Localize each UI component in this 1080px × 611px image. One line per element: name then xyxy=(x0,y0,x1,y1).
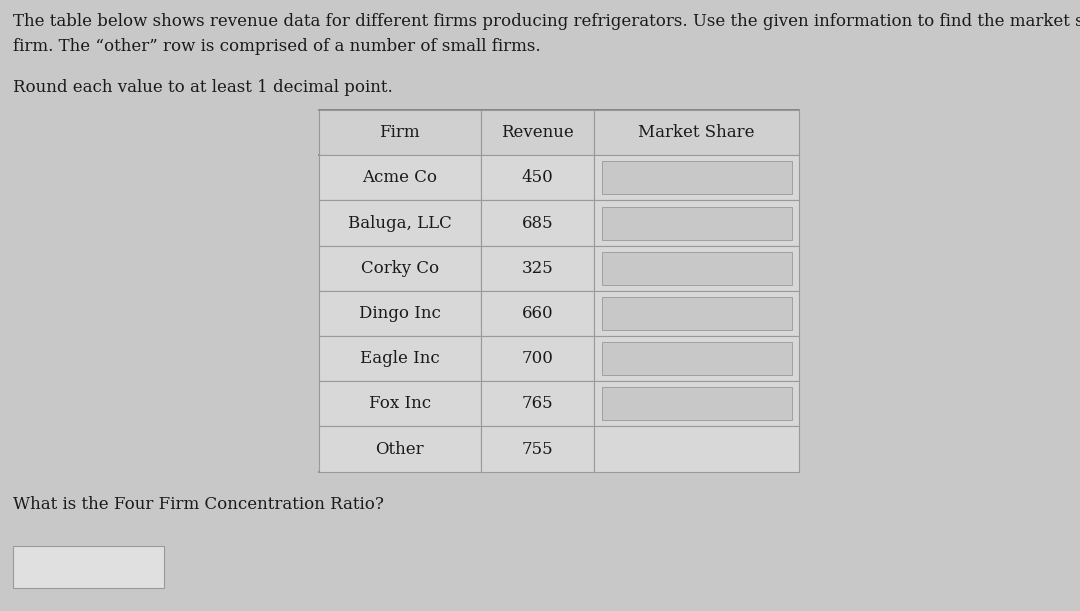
Text: What is the Four Firm Concentration Ratio?: What is the Four Firm Concentration Rati… xyxy=(13,496,383,513)
Text: 660: 660 xyxy=(522,305,553,322)
Text: Fox Inc: Fox Inc xyxy=(368,395,431,412)
Text: Acme Co: Acme Co xyxy=(362,169,437,186)
Text: Market Share: Market Share xyxy=(638,124,755,141)
Text: Eagle Inc: Eagle Inc xyxy=(360,350,440,367)
Text: 700: 700 xyxy=(522,350,553,367)
Text: firm. The “other” row is comprised of a number of small firms.: firm. The “other” row is comprised of a … xyxy=(13,38,541,55)
Text: Baluga, LLC: Baluga, LLC xyxy=(348,214,451,232)
Text: Dingo Inc: Dingo Inc xyxy=(359,305,441,322)
Text: Round each value to at least 1 decimal point.: Round each value to at least 1 decimal p… xyxy=(13,79,393,97)
Text: 450: 450 xyxy=(522,169,553,186)
Text: Revenue: Revenue xyxy=(501,124,573,141)
Text: The table below shows revenue data for different firms producing refrigerators. : The table below shows revenue data for d… xyxy=(13,13,1080,31)
Text: Other: Other xyxy=(375,441,424,458)
Text: 685: 685 xyxy=(522,214,553,232)
Text: 325: 325 xyxy=(522,260,553,277)
Text: Corky Co: Corky Co xyxy=(361,260,438,277)
Text: 765: 765 xyxy=(522,395,553,412)
Text: Firm: Firm xyxy=(379,124,420,141)
Text: 755: 755 xyxy=(522,441,553,458)
